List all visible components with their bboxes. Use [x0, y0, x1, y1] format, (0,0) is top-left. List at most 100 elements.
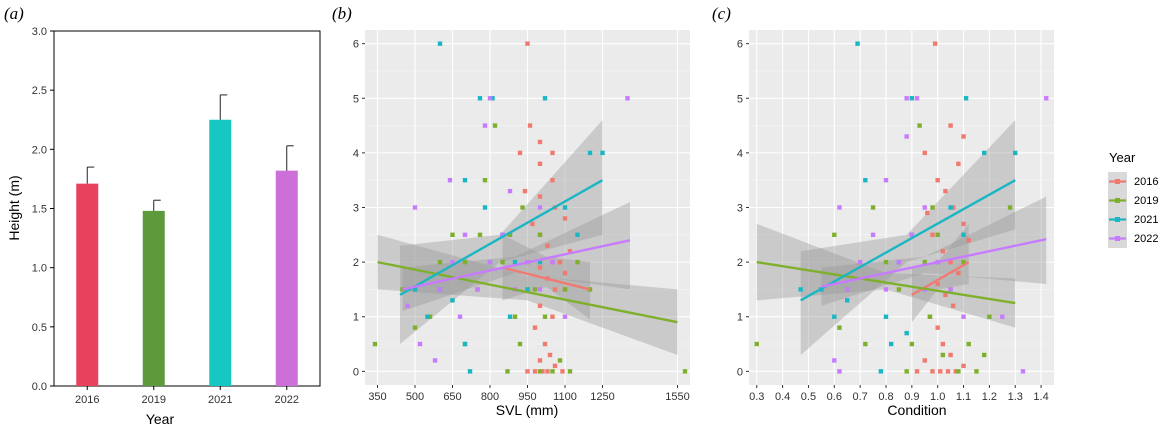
b-point-2022: [412, 205, 418, 210]
b-fit-line-2022: [402, 239, 631, 291]
b-point-2021: [450, 298, 455, 303]
b-point-2016: [552, 287, 558, 292]
b-point-2019: [462, 259, 468, 265]
c-ci-band-2019: [756, 223, 1016, 328]
b-point-2019: [372, 341, 378, 347]
c-point-2016: [950, 205, 956, 210]
c-point-2016: [925, 210, 930, 216]
c-point-2022: [1044, 96, 1049, 101]
c-point-2019: [837, 325, 842, 330]
panel-a-label: (a): [4, 4, 24, 23]
panel-a-bars: [76, 94, 298, 386]
b-point-2022: [417, 341, 423, 347]
b-point-2016: [537, 194, 543, 199]
b-y-tick-label: 6: [353, 39, 359, 51]
b-point-2016: [530, 221, 535, 227]
b-point-2021: [490, 96, 495, 101]
b-point-2022: [550, 259, 555, 265]
c-x-tick-label: 0.7: [852, 391, 867, 403]
b-point-2016: [557, 259, 563, 265]
b-point-2021: [525, 287, 530, 292]
panel-a-y-tick-label: 1.5: [32, 204, 47, 216]
c-point-2022: [922, 205, 927, 210]
c-point-2016: [956, 161, 961, 167]
c-point-2021: [963, 96, 969, 101]
b-point-2016: [532, 325, 538, 330]
b-point-2022: [487, 259, 493, 265]
b-point-2016: [522, 188, 528, 194]
c-point-2016: [935, 177, 940, 183]
c-point-2016: [930, 232, 935, 238]
c-point-2016: [940, 248, 946, 254]
c-fit-line-2016: [911, 261, 970, 296]
c-point-2021: [948, 205, 953, 210]
b-point-2021: [562, 205, 568, 210]
legend-key-point-2022: [1115, 236, 1120, 241]
legend-label-2022: 2022: [1134, 233, 1158, 245]
b-fit-line-2021: [399, 179, 604, 296]
c-point-2022: [904, 134, 909, 139]
legend-label-2021: 2021: [1134, 214, 1158, 226]
panel-c-confidence-bands: [756, 120, 1047, 355]
b-point-2016: [550, 314, 555, 319]
c-point-2016: [950, 303, 956, 309]
b-point-2021: [537, 259, 543, 265]
b-point-2019: [587, 287, 593, 292]
c-point-2021: [888, 341, 894, 347]
c-point-2019: [987, 314, 992, 319]
b-point-2016: [537, 265, 543, 270]
c-point-2016: [943, 188, 948, 194]
b-point-2021: [575, 232, 580, 238]
b-point-2019: [567, 369, 573, 374]
b-point-2019: [505, 369, 510, 374]
b-x-tick-label: 800: [481, 391, 499, 403]
b-point-2019: [512, 314, 518, 319]
legend-key-point-2019: [1115, 198, 1120, 203]
b-point-2019: [537, 369, 543, 374]
b-point-2019: [507, 232, 513, 238]
b-x-tick-label: 950: [518, 391, 536, 403]
c-point-2016: [961, 221, 966, 227]
c-x-tick-label: 0.8: [878, 391, 893, 403]
b-point-2016: [547, 352, 553, 358]
b-point-2016: [527, 123, 533, 128]
b-point-2016: [562, 216, 568, 221]
panel-b-label: (b): [332, 4, 352, 23]
legend-label-2019: 2019: [1134, 195, 1158, 207]
panel-c-x-title: Condition: [887, 402, 946, 418]
b-point-2019: [520, 205, 525, 210]
c-point-2021: [961, 232, 966, 238]
c-point-2016: [930, 369, 935, 374]
c-point-2021: [904, 330, 909, 336]
c-point-2022: [837, 369, 842, 374]
b-point-2021: [587, 150, 593, 156]
b-point-2019: [537, 232, 543, 238]
b-ci-band-2021: [400, 120, 603, 345]
c-point-2019: [935, 232, 940, 238]
b-x-tick-label: 1550: [665, 391, 689, 403]
b-x-tick-label: 350: [368, 391, 386, 403]
c-point-2019: [909, 341, 915, 347]
b-x-tick-label: 1250: [590, 391, 614, 403]
c-point-2016: [956, 270, 961, 276]
b-point-2019: [517, 341, 523, 347]
panel-a-x-ticks: 2016 2019 2021 2022: [75, 386, 299, 406]
b-point-2022: [457, 314, 463, 319]
b-point-2019: [400, 287, 405, 292]
b-point-2016: [552, 363, 558, 369]
c-y-tick-label: 6: [737, 39, 743, 51]
b-point-2019: [557, 358, 563, 363]
legend-title: Year: [1109, 150, 1136, 165]
c-fit-line-2022: [821, 238, 1047, 288]
b-point-2019: [412, 325, 418, 330]
c-point-2016: [938, 369, 943, 374]
c-point-2019: [922, 259, 927, 265]
legend: Year 2016 2019 2021 2022: [1108, 150, 1158, 248]
panel-a-y-tick-label: 3.0: [32, 26, 47, 38]
panel-b-y-ticks: 0 1 2 3 4 5 6: [353, 39, 365, 378]
b-point-2021: [462, 177, 468, 183]
b-y-tick-label: 1: [353, 312, 359, 324]
c-point-2022: [870, 232, 876, 238]
b-point-2022: [447, 177, 453, 183]
